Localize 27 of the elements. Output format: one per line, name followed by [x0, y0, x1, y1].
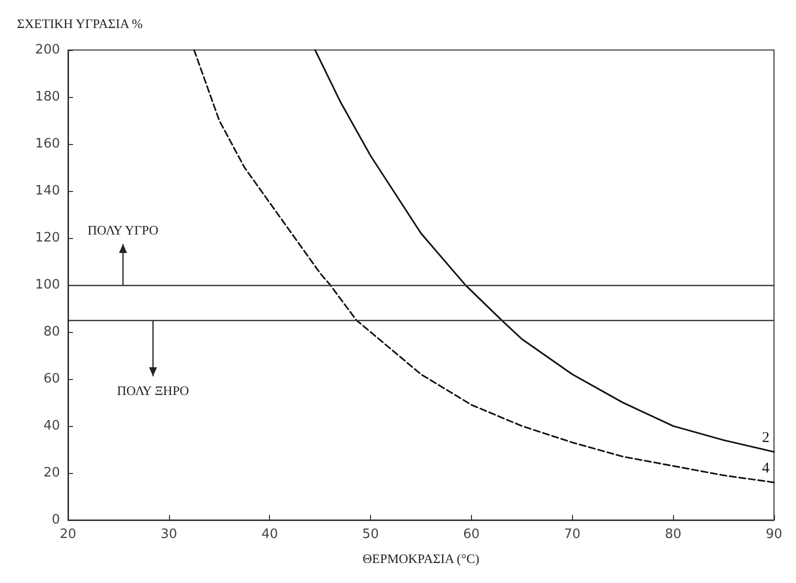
x-tick-label: 50 — [362, 527, 379, 542]
y-tick-label: 60 — [43, 372, 60, 386]
x-tick-label: 20 — [60, 527, 76, 542]
x-tick-label: 80 — [664, 527, 682, 542]
y-tick-label: 200 — [35, 42, 60, 58]
y-tick-label: 140 — [35, 184, 60, 198]
y-tick-label: 180 — [35, 90, 60, 104]
line-series — [314, 49, 775, 453]
x-tick-label: 70 — [564, 527, 581, 542]
annotation: ΠΟΛΥ ΥΓΡΟ — [88, 222, 158, 238]
y-tick-label: 40 — [43, 418, 60, 434]
annotation: ΠΟΛΥ ΞΗΡΟ — [116, 382, 190, 398]
line-series — [193, 49, 775, 484]
y-tick-label: 80 — [43, 324, 60, 340]
x-tick-label: 60 — [463, 527, 480, 542]
series-label: 2 — [762, 430, 770, 446]
x-tick-label: 30 — [160, 527, 178, 542]
x-tick-label: 40 — [261, 527, 278, 542]
series-label: 4 — [762, 460, 770, 476]
y-tick-label: 160 — [35, 136, 60, 152]
y-tick-label: 20 — [43, 466, 60, 480]
y-axis-title: ΣΧΕΤΙΚΗ ΥΓΡΑΣΙΑ % — [17, 16, 143, 31]
y-tick-label: 100 — [35, 278, 60, 292]
x-tick-label: 90 — [766, 527, 782, 542]
x-axis-title: ΘΕΡΜΟΚΡΑΣΙΑ (°C) — [362, 551, 480, 566]
y-tick-label: 0 — [52, 512, 60, 528]
y-tick-label: 120 — [35, 230, 60, 246]
